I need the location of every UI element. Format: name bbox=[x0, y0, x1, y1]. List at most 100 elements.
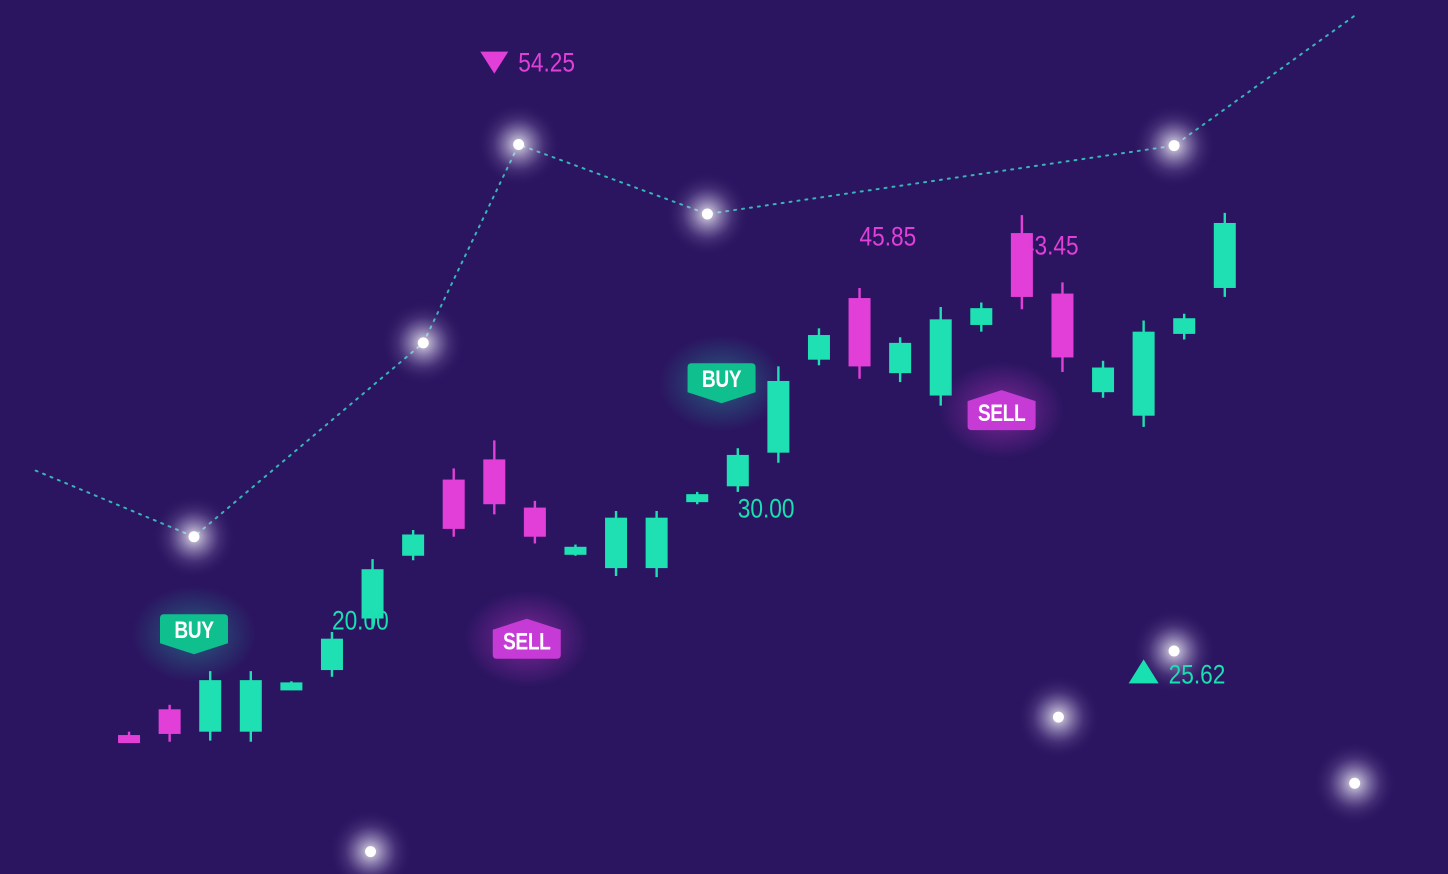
glow-dot bbox=[513, 139, 525, 151]
candle-up bbox=[1173, 313, 1196, 340]
candle-down bbox=[523, 500, 546, 544]
candle-up bbox=[402, 530, 425, 561]
candle-body bbox=[361, 569, 384, 619]
trend-line-layer bbox=[34, 14, 1397, 874]
candle-body bbox=[1173, 318, 1196, 334]
glow-node bbox=[1132, 103, 1217, 188]
candle-up bbox=[889, 337, 912, 383]
candle-up bbox=[929, 307, 952, 406]
candle-up bbox=[686, 491, 709, 505]
glow-node bbox=[1312, 741, 1397, 826]
candle-body bbox=[929, 319, 952, 396]
candle-body bbox=[645, 517, 668, 569]
candle-up bbox=[726, 448, 749, 492]
price-label: 25.62 bbox=[1128, 659, 1226, 690]
candle-body bbox=[158, 709, 181, 734]
candle-body bbox=[970, 308, 993, 325]
badge-shape bbox=[967, 390, 1036, 431]
candle-body bbox=[239, 680, 262, 732]
buy-badge: BUY bbox=[659, 335, 784, 432]
candle-body bbox=[564, 546, 587, 555]
price-label: 20.00 bbox=[332, 606, 389, 636]
candle-up bbox=[645, 510, 668, 578]
candle-body bbox=[320, 638, 343, 671]
badge-shape bbox=[159, 614, 228, 655]
candle-body bbox=[848, 298, 871, 367]
candle-body bbox=[523, 507, 546, 537]
price-label: 43.45 bbox=[1022, 230, 1079, 260]
glow-node bbox=[476, 102, 561, 187]
candle-body bbox=[605, 517, 628, 569]
glow-node bbox=[151, 494, 236, 579]
buy-label: BUY bbox=[702, 365, 742, 393]
candle-up bbox=[1092, 360, 1115, 398]
candle-up bbox=[970, 302, 993, 332]
sell-label: SELL bbox=[978, 399, 1026, 427]
sell-badge: SELL bbox=[939, 362, 1064, 459]
price-label: 45.85 bbox=[860, 221, 917, 251]
candles-layer bbox=[118, 212, 1236, 744]
candle-body bbox=[1010, 233, 1033, 297]
candle-up bbox=[605, 510, 628, 576]
price-label-text: 25.62 bbox=[1169, 660, 1226, 690]
candle-body bbox=[402, 534, 425, 556]
price-label-text: 54.25 bbox=[518, 48, 575, 78]
glow-dot bbox=[417, 337, 429, 349]
candle-body bbox=[1132, 331, 1155, 416]
glow-dot bbox=[365, 846, 377, 858]
candle-body bbox=[1092, 367, 1115, 393]
candle-body bbox=[1213, 222, 1236, 288]
candle-down bbox=[848, 287, 871, 379]
buy-label: BUY bbox=[174, 616, 214, 644]
glow-node bbox=[665, 172, 750, 257]
candle-down bbox=[1051, 282, 1074, 373]
candle-body bbox=[889, 342, 912, 374]
sell-badge: SELL bbox=[464, 590, 589, 687]
glow-node bbox=[381, 300, 466, 385]
price-label-text: 20.00 bbox=[332, 606, 389, 636]
trend-line bbox=[34, 14, 1356, 538]
candle-up bbox=[807, 328, 830, 366]
candle-down bbox=[158, 704, 181, 742]
candle-down bbox=[483, 440, 506, 515]
signals-layer: BUY SELL BUY SELL bbox=[131, 335, 1064, 687]
price-labels-layer: 54.25 20.00 30.00 45.85 43.45 25.62 bbox=[332, 48, 1225, 690]
candle-body bbox=[483, 459, 506, 505]
candle-body bbox=[807, 335, 830, 360]
candle-down bbox=[442, 468, 465, 537]
up-triangle-icon bbox=[1128, 659, 1159, 684]
price-label-text: 43.45 bbox=[1022, 230, 1079, 260]
candle-body bbox=[686, 494, 709, 503]
sell-label: SELL bbox=[503, 628, 551, 656]
candle-up bbox=[280, 681, 303, 691]
candle-body bbox=[442, 479, 465, 529]
badge-shape bbox=[687, 363, 756, 404]
candle-body bbox=[726, 454, 749, 487]
glow-dot bbox=[1052, 711, 1064, 723]
glow-halo bbox=[328, 809, 413, 874]
down-triangle-icon bbox=[480, 51, 509, 74]
candle-body bbox=[280, 682, 303, 691]
candle-up bbox=[1213, 212, 1236, 297]
badge-shape bbox=[492, 618, 561, 659]
glow-node bbox=[1132, 609, 1217, 694]
glow-dot bbox=[1168, 140, 1180, 152]
glow-dot bbox=[188, 531, 200, 543]
candle-body bbox=[118, 735, 141, 744]
price-label-text: 45.85 bbox=[860, 221, 917, 251]
candle-body bbox=[1051, 293, 1074, 358]
candle-up bbox=[361, 559, 384, 629]
candle-up bbox=[564, 544, 587, 556]
candle-down bbox=[1010, 215, 1033, 310]
candle-up bbox=[239, 671, 262, 742]
glow-dot bbox=[1168, 645, 1180, 657]
price-label: 54.25 bbox=[480, 48, 575, 78]
glow-node bbox=[1016, 675, 1101, 760]
candle-body bbox=[199, 680, 222, 732]
glow-dot bbox=[1349, 777, 1361, 789]
candle-up bbox=[199, 671, 222, 741]
price-label-text: 30.00 bbox=[738, 494, 795, 524]
candle-down bbox=[118, 731, 141, 744]
